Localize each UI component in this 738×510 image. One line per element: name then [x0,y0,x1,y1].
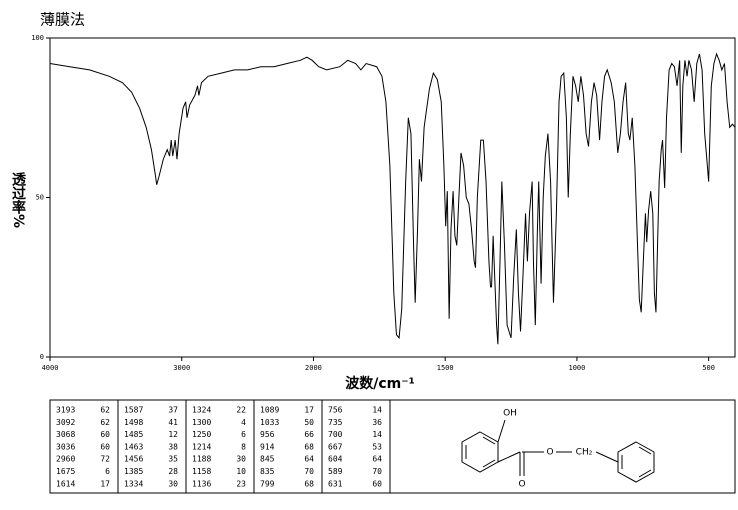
x-axis-label: 波数/cm⁻¹ [345,375,415,392]
peak-transmittance: 62 [100,418,110,427]
peak-wavenumber: 1385 [124,467,143,476]
peak-wavenumber: 835 [260,467,275,476]
peak-wavenumber: 1136 [192,479,211,488]
x-tick-label: 2000 [305,364,322,372]
table-frame [49,399,736,494]
peak-wavenumber: 1324 [192,406,211,415]
peak-transmittance: 72 [100,455,110,464]
structure-label: O [546,448,553,458]
peak-transmittance: 64 [304,455,314,464]
peak-wavenumber: 589 [328,467,343,476]
peak-transmittance: 68 [304,442,314,451]
structure-label: OH [503,409,517,419]
peak-wavenumber: 1188 [192,455,211,464]
peak-wavenumber: 1033 [260,418,279,427]
y-tick-label: 0 [40,353,44,361]
structure-label: O [518,480,525,490]
peak-transmittance: 17 [100,479,110,488]
y-tick-label: 100 [31,34,44,42]
peak-transmittance: 14 [372,406,382,415]
peak-wavenumber: 2960 [56,455,75,464]
peak-transmittance: 70 [304,467,314,476]
peak-transmittance: 53 [372,442,382,451]
peak-transmittance: 68 [304,479,314,488]
peak-wavenumber: 1214 [192,442,211,451]
peak-transmittance: 22 [236,406,246,415]
peak-transmittance: 30 [236,455,246,464]
peak-wavenumber: 1463 [124,442,143,451]
peak-wavenumber: 1089 [260,406,279,415]
peak-wavenumber: 1456 [124,455,143,464]
peak-transmittance: 66 [304,430,314,439]
y-axis-label: 透过率% [10,172,26,228]
peak-wavenumber: 3092 [56,418,75,427]
chart-title: 薄膜法 [40,11,85,29]
peak-transmittance: 10 [236,467,246,476]
structure-drawing [461,419,655,483]
peak-wavenumber: 604 [328,455,343,464]
peak-wavenumber: 1485 [124,430,143,439]
peak-transmittance: 14 [372,430,382,439]
peak-wavenumber: 756 [328,406,343,415]
peak-transmittance: 64 [372,455,382,464]
peak-wavenumber: 914 [260,442,275,451]
x-tick-label: 1500 [437,364,454,372]
peak-wavenumber: 845 [260,455,275,464]
peak-wavenumber: 1300 [192,418,211,427]
peak-transmittance: 17 [304,406,314,415]
peak-transmittance: 23 [236,479,246,488]
peak-transmittance: 60 [100,442,110,451]
peak-transmittance: 30 [168,479,178,488]
x-tick-label: 500 [702,364,715,372]
peak-wavenumber: 667 [328,442,343,451]
peak-wavenumber: 1158 [192,467,211,476]
peak-transmittance: 12 [168,430,178,439]
peak-transmittance: 70 [372,467,382,476]
peak-transmittance: 6 [241,430,246,439]
peak-wavenumber: 631 [328,479,343,488]
peak-transmittance: 28 [168,467,178,476]
peak-transmittance: 6 [105,467,110,476]
peak-transmittance: 37 [168,406,178,415]
y-tick-label: 50 [36,194,44,202]
structure-label: CH₂ [576,448,593,458]
peak-wavenumber: 799 [260,479,275,488]
peak-wavenumber: 735 [328,418,343,427]
peak-wavenumber: 956 [260,430,275,439]
peak-wavenumber: 700 [328,430,343,439]
peak-transmittance: 50 [304,418,314,427]
peak-transmittance: 8 [241,442,246,451]
peak-transmittance: 4 [241,418,246,427]
peak-wavenumber: 1334 [124,479,143,488]
x-tick-label: 4000 [42,364,59,372]
peak-transmittance: 36 [372,418,382,427]
peak-wavenumber: 1614 [56,479,75,488]
x-tick-label: 1000 [568,364,585,372]
peak-transmittance: 38 [168,442,178,451]
peak-wavenumber: 3193 [56,406,75,415]
peak-transmittance: 41 [168,418,178,427]
peak-transmittance: 60 [372,479,382,488]
peak-wavenumber: 1250 [192,430,211,439]
peak-wavenumber: 3036 [56,442,75,451]
x-tick-label: 3000 [173,364,190,372]
peak-transmittance: 62 [100,406,110,415]
peak-wavenumber: 1587 [124,406,143,415]
plot-frame [49,37,736,358]
peak-transmittance: 35 [168,455,178,464]
peak-wavenumber: 3068 [56,430,75,439]
peak-wavenumber: 1498 [124,418,143,427]
peak-transmittance: 60 [100,430,110,439]
spectrum-line [49,52,736,345]
peak-wavenumber: 1675 [56,467,75,476]
